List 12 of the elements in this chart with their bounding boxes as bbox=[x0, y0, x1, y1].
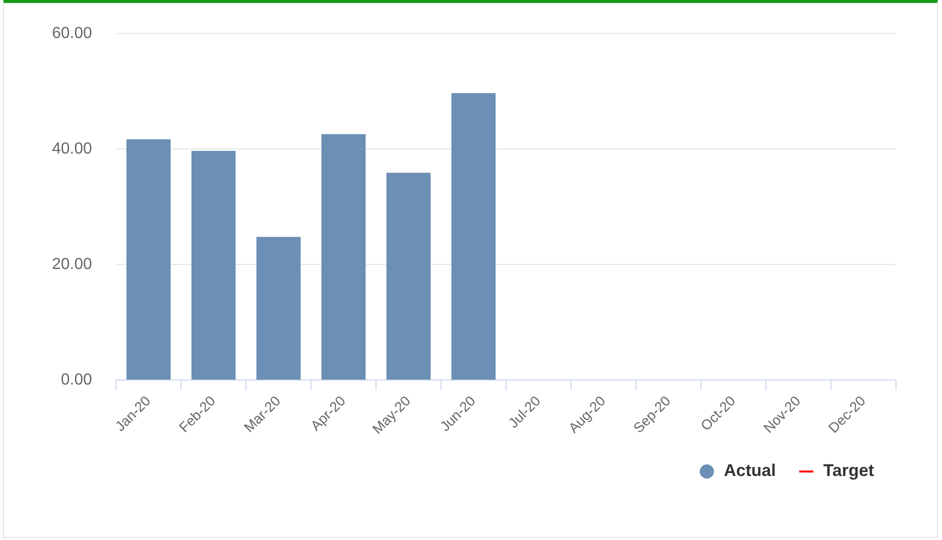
legend-label: Target bbox=[823, 461, 874, 480]
legend-label: Actual bbox=[724, 461, 776, 480]
y-tick-label: 40.00 bbox=[52, 140, 92, 158]
bar bbox=[386, 172, 431, 380]
bar bbox=[321, 134, 366, 380]
y-tick-label: 60.00 bbox=[52, 25, 92, 42]
bar bbox=[191, 150, 236, 380]
bar bbox=[126, 139, 171, 380]
bar bbox=[451, 93, 496, 380]
y-tick-label: 20.00 bbox=[52, 256, 92, 274]
y-tick-label: 0.00 bbox=[60, 372, 92, 389]
bar bbox=[256, 236, 301, 380]
